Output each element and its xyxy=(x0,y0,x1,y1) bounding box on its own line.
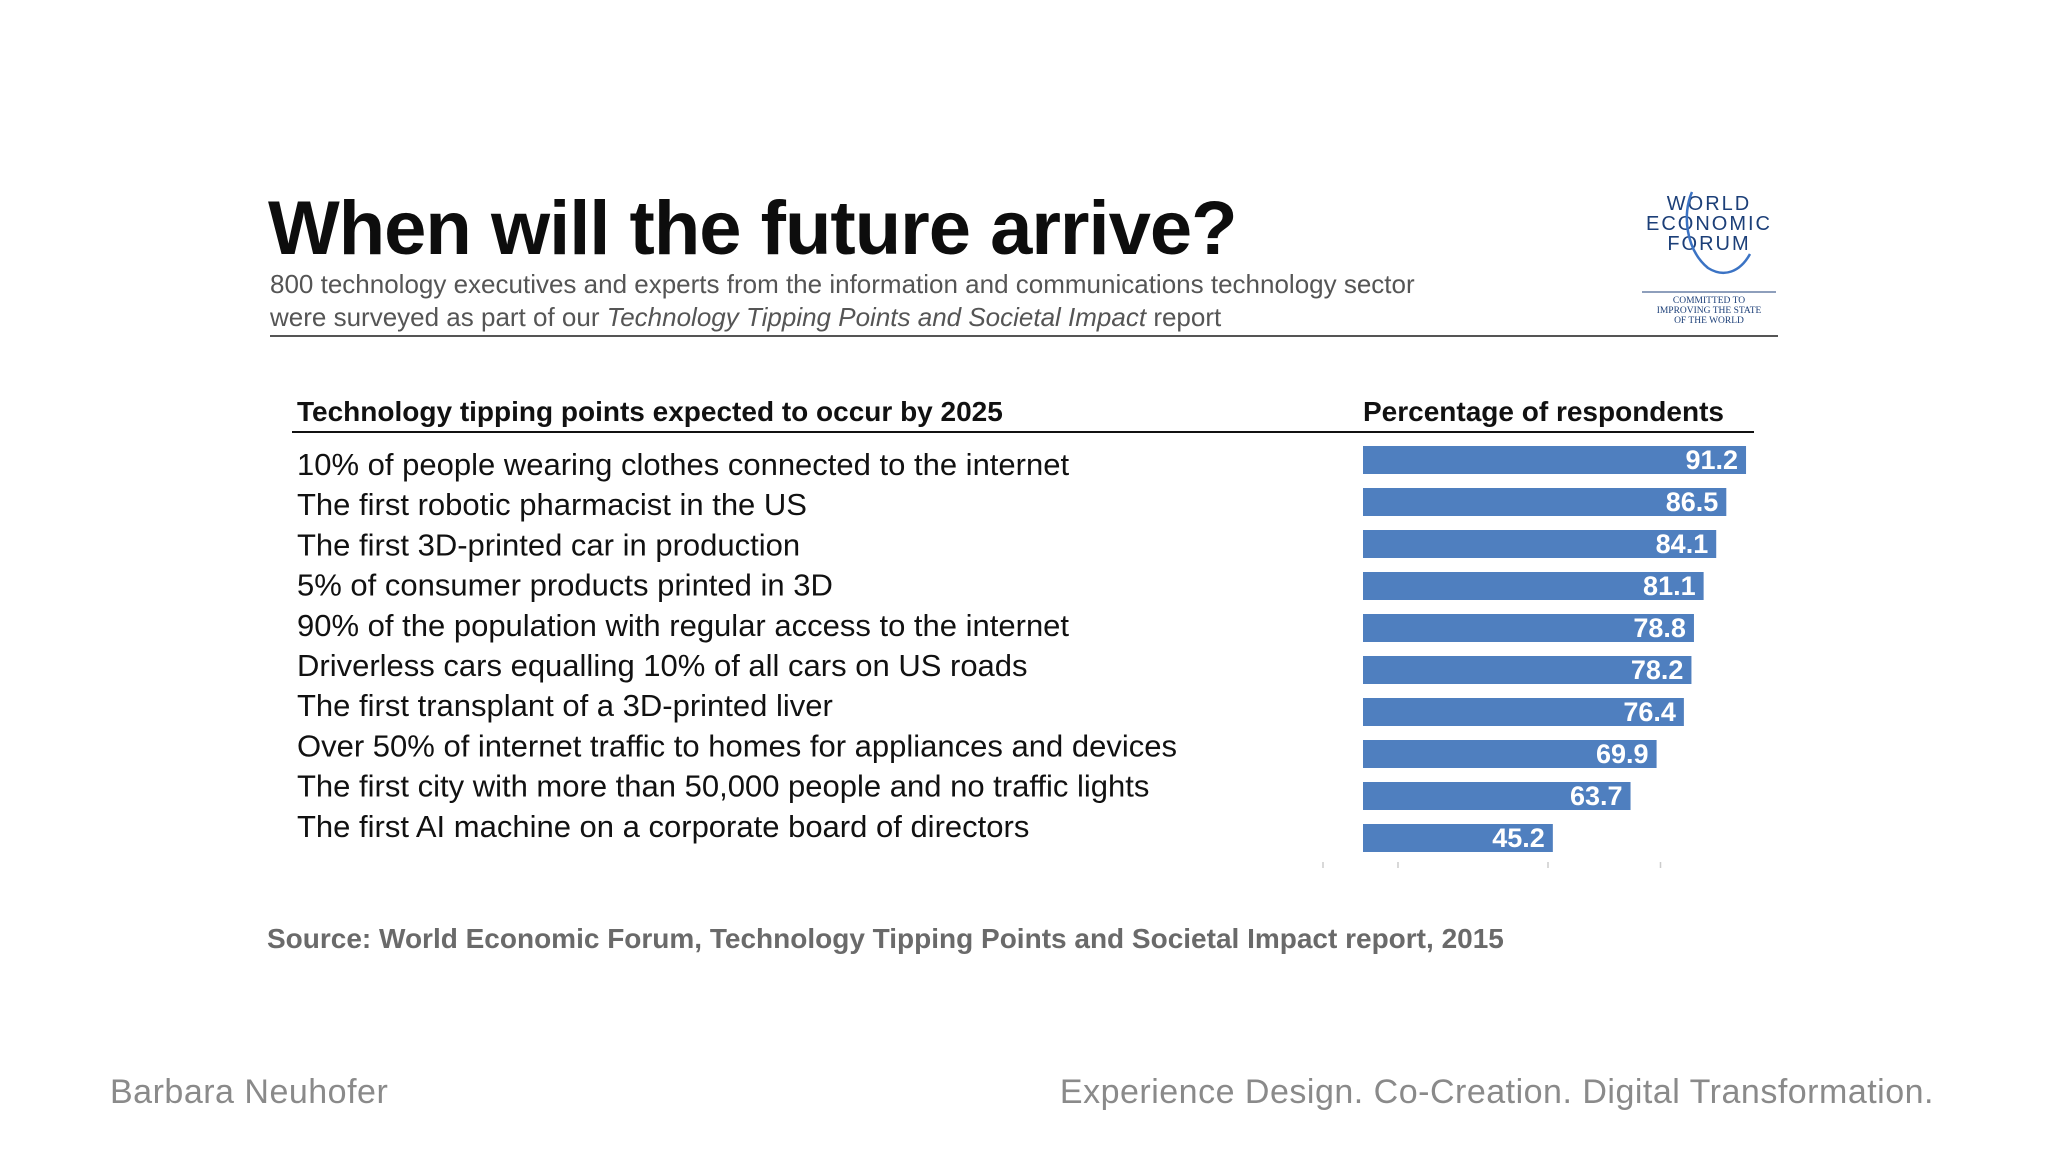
wef-logo: WORLD ECONOMIC FORUM COMMITTED TO IMPROV… xyxy=(1636,188,1782,330)
report-name: Technology Tipping Points and Societal I… xyxy=(606,302,1147,332)
category-label: The first transplant of a 3D-printed liv… xyxy=(297,688,833,723)
bar xyxy=(1363,824,1553,852)
category-label: Driverless cars equalling 10% of all car… xyxy=(297,648,1028,683)
bar xyxy=(1363,698,1684,726)
category-labels: 10% of people wearing clothes connected … xyxy=(297,447,1177,844)
source-note: Source: World Economic Forum, Technology… xyxy=(267,923,1504,954)
axis-ticks xyxy=(1322,862,1662,868)
value-column-header: Percentage of respondents xyxy=(1363,396,1724,427)
footer-author: Barbara Neuhofer xyxy=(110,1073,389,1111)
bar-value-label: 78.2 xyxy=(1631,655,1684,685)
logo-line-3: FORUM xyxy=(1667,233,1750,255)
logo-line-2: ECONOMIC xyxy=(1646,213,1772,235)
logo-tag-1: COMMITTED TO xyxy=(1673,296,1745,306)
bar-value-label: 76.4 xyxy=(1623,697,1676,727)
category-label: 5% of consumer products printed in 3D xyxy=(297,568,833,603)
bar xyxy=(1363,740,1657,768)
category-label: The first city with more than 50,000 peo… xyxy=(297,769,1149,804)
bar xyxy=(1363,656,1692,684)
bar-value-label: 84.1 xyxy=(1656,529,1709,559)
category-label: The first 3D-printed car in production xyxy=(297,527,800,562)
header-divider xyxy=(270,335,1778,337)
slide-title: When will the future arrive? xyxy=(268,186,1238,271)
bar xyxy=(1363,572,1704,600)
bar-value-label: 86.5 xyxy=(1666,487,1719,517)
bar-value-label: 91.2 xyxy=(1685,445,1738,475)
category-label: 90% of the population with regular acces… xyxy=(297,608,1069,643)
bar-value-label: 45.2 xyxy=(1492,823,1545,853)
category-label: The first robotic pharmacist in the US xyxy=(297,487,807,522)
logo-tag-2: IMPROVING THE STATE xyxy=(1657,306,1762,316)
bar-series: 91.2 86.5 84.1 81.1 78.8 78.2 76.4 69.9 63.7 45.2 xyxy=(1363,445,1747,853)
footer-tagline: Experience Design. Co-Creation. Digital … xyxy=(1059,1073,1934,1111)
bar xyxy=(1363,446,1747,474)
slide-subtitle-line-1: 800 technology executives and experts fr… xyxy=(270,269,1415,299)
bar-value-label: 81.1 xyxy=(1643,571,1696,601)
bar xyxy=(1363,614,1694,642)
subtitle-suffix: report xyxy=(1146,302,1222,332)
slide-subtitle-line-2: were surveyed as part of our Technology … xyxy=(270,301,1221,333)
bar-value-label: 63.7 xyxy=(1570,781,1623,811)
bar-value-label: 69.9 xyxy=(1596,739,1649,769)
subtitle-prefix: were surveyed as part of our xyxy=(270,302,607,332)
category-label: Over 50% of internet traffic to homes fo… xyxy=(297,728,1177,763)
bar xyxy=(1363,782,1631,810)
category-label: 10% of people wearing clothes connected … xyxy=(297,447,1069,482)
bar xyxy=(1363,530,1717,558)
category-column-header: Technology tipping points expected to oc… xyxy=(297,396,1003,427)
category-label: The first AI machine on a corporate boar… xyxy=(297,809,1029,844)
wef-logo-graphic: WORLD ECONOMIC FORUM COMMITTED TO IMPROV… xyxy=(1642,191,1776,326)
bar-value-label: 78.8 xyxy=(1633,613,1686,643)
logo-arc-icon xyxy=(1685,191,1752,274)
logo-tag-3: OF THE WORLD xyxy=(1674,316,1744,326)
bar xyxy=(1363,488,1727,516)
